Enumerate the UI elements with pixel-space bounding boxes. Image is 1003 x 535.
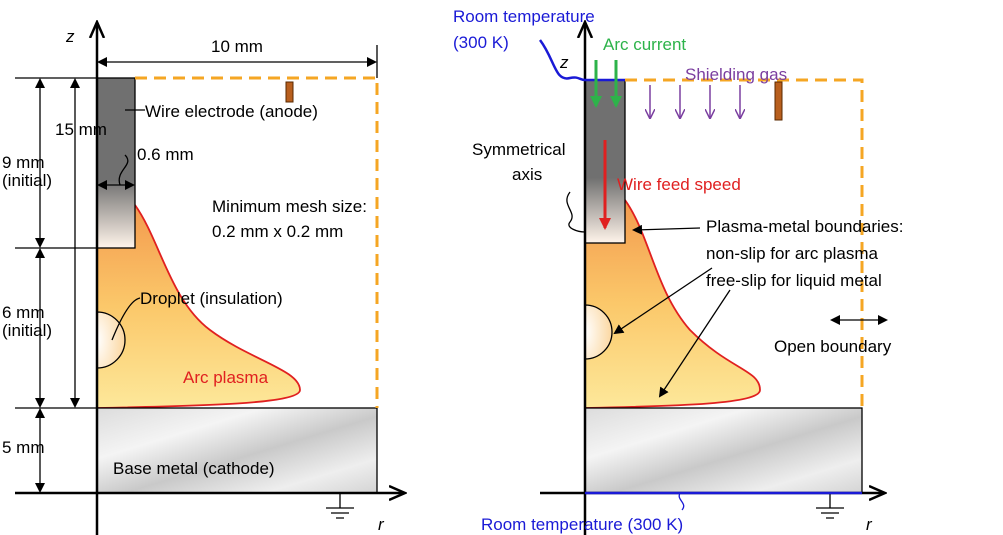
- body: z r 10 mm 15 mm 9 mm (initial) 6 mm (ini…: [0, 0, 1003, 535]
- symmetry-leader: [567, 192, 585, 232]
- room-top-value: (300 K): [453, 33, 509, 52]
- arc-current-label: Arc current: [603, 35, 686, 54]
- gap-dim-note: (initial): [2, 321, 52, 340]
- gas-arrows: [650, 85, 740, 118]
- boundaries-metal: free-slip for liquid metal: [706, 271, 882, 290]
- diagram: z r 10 mm 15 mm 9 mm (initial) 6 mm (ini…: [0, 0, 1003, 535]
- boundaries-title: Plasma-metal boundaries:: [706, 217, 903, 236]
- wire-electrode: [97, 78, 135, 248]
- room-top-label: Room temperature: [453, 7, 595, 26]
- diameter-dim: 0.6 mm: [137, 145, 194, 164]
- plasma-label: Arc plasma: [183, 368, 269, 387]
- width-dim: 10 mm: [211, 37, 263, 56]
- r-label: r: [866, 515, 873, 534]
- room-bottom-leader: [679, 493, 684, 510]
- mesh-value: 0.2 mm x 0.2 mm: [212, 222, 343, 241]
- base-metal: [585, 408, 862, 493]
- probe: [775, 82, 782, 120]
- z-label: z: [65, 27, 75, 46]
- shielding-gas-label: Shielding gas: [685, 65, 787, 84]
- r-label: r: [378, 515, 385, 534]
- symmetry-label-2: axis: [512, 165, 542, 184]
- base-metal: [97, 408, 377, 493]
- wire-dim: 9 mm: [2, 153, 45, 172]
- mesh-label: Minimum mesh size:: [212, 197, 367, 216]
- wire-dim-note: (initial): [2, 171, 52, 190]
- room-bottom-label: Room temperature (300 K): [481, 515, 683, 534]
- ground: [816, 493, 844, 518]
- probe: [286, 82, 293, 102]
- wire-feed-label: Wire feed speed: [617, 175, 741, 194]
- z-label: z: [559, 53, 569, 72]
- ground: [326, 493, 354, 518]
- page: {"left": {"z_axis": "z", "r_axis": "r", …: [0, 0, 1003, 535]
- open-boundary-label: Open boundary: [774, 337, 892, 356]
- gap-dim: 6 mm: [2, 303, 45, 322]
- droplet-label: Droplet (insulation): [140, 289, 283, 308]
- symmetry-label: Symmetrical: [472, 140, 566, 159]
- leader: [634, 228, 700, 230]
- base-dim: 5 mm: [2, 438, 45, 457]
- boundaries-plasma: non-slip for arc plasma: [706, 244, 879, 263]
- wire-label: Wire electrode (anode): [145, 102, 318, 121]
- base-label: Base metal (cathode): [113, 459, 275, 478]
- height-dim: 15 mm: [55, 120, 107, 139]
